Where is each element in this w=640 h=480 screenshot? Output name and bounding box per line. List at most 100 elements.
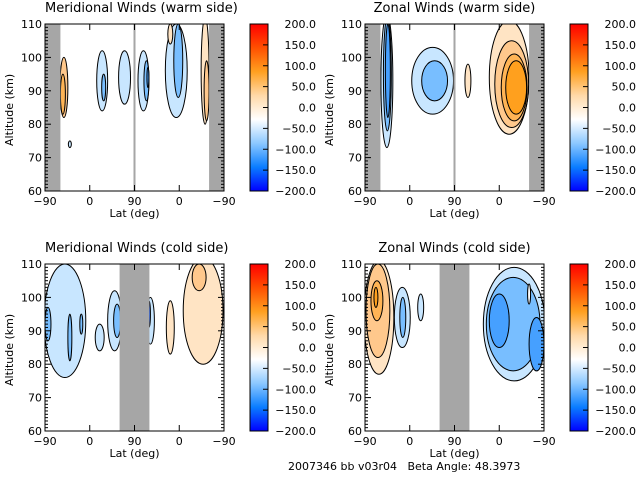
contour-region bbox=[67, 313, 73, 362]
y-tick-label: 100 bbox=[21, 51, 42, 64]
colorbar-tick-label: −50.0 bbox=[282, 362, 316, 375]
x-tick-label: 90 bbox=[448, 435, 462, 448]
colorbar-tick-label: 50.0 bbox=[612, 321, 637, 334]
x-tick-label: −90 bbox=[353, 435, 376, 448]
contour-layer bbox=[45, 24, 224, 191]
colorbar-tick-label: 50.0 bbox=[292, 81, 317, 94]
masked-region bbox=[439, 264, 470, 431]
colorbar-tick-label: 50.0 bbox=[612, 81, 637, 94]
footer-info: 2007346 bb v03r04 Beta Angle: 48.3973 bbox=[288, 460, 521, 473]
colorbar-tick-label: −200.0 bbox=[595, 425, 636, 438]
colorbar-tick-label: −100.0 bbox=[595, 383, 636, 396]
contour-region bbox=[118, 50, 132, 105]
colorbar-tick-label: 200.0 bbox=[285, 18, 317, 31]
colorbar-tick-label: −150.0 bbox=[595, 164, 636, 177]
panel-title: Zonal Winds (cold side) bbox=[378, 241, 531, 256]
contour-panel: Meridional Winds (cold side) Altitude (km… bbox=[0, 240, 320, 480]
contour-region bbox=[488, 293, 510, 348]
y-tick-label: 100 bbox=[21, 291, 42, 304]
x-tick-label: 0 bbox=[176, 195, 183, 208]
x-tick-label: 90 bbox=[128, 195, 142, 208]
contour-region bbox=[373, 286, 379, 308]
plot-svg: 60 70 80 90 100 110 −90 0 90 0 −90 200.0 150.0 100.0 5… bbox=[341, 18, 637, 208]
contour-layer bbox=[365, 264, 544, 431]
contour-region bbox=[45, 264, 87, 379]
contour-region bbox=[113, 303, 122, 338]
contour-panel: Zonal Winds (warm side) Altitude (km) Lat … bbox=[320, 0, 640, 240]
panel-title: Zonal Winds (warm side) bbox=[373, 1, 536, 16]
contour-region bbox=[421, 60, 449, 102]
x-tick-label: 90 bbox=[448, 195, 462, 208]
x-tick-label: 0 bbox=[86, 195, 93, 208]
contour-layer bbox=[45, 264, 224, 431]
contour-region bbox=[417, 293, 425, 322]
y-tick-label: 70 bbox=[28, 392, 42, 405]
colorbar-tick-label: 100.0 bbox=[605, 60, 637, 73]
x-axis-label: Lat (deg) bbox=[429, 207, 480, 220]
x-tick-label: 0 bbox=[176, 435, 183, 448]
colorbar-tick-label: −150.0 bbox=[275, 164, 316, 177]
colorbar-tick-label: 200.0 bbox=[605, 258, 637, 271]
colorbar-tick-label: 100.0 bbox=[605, 300, 637, 313]
masked-region bbox=[209, 24, 224, 191]
contour-layer bbox=[365, 24, 544, 191]
plot-svg: 60 70 80 90 100 110 −90 0 90 0 −90 200.0 150.0 100.0 5… bbox=[21, 18, 317, 208]
contour-region bbox=[165, 300, 175, 355]
colorbar-tick-label: 200.0 bbox=[285, 258, 317, 271]
contour-region bbox=[203, 60, 210, 122]
y-tick-label: 70 bbox=[348, 152, 362, 165]
contour-region bbox=[167, 24, 174, 45]
y-tick-label: 60 bbox=[348, 185, 362, 198]
x-axis-label: Lat (deg) bbox=[109, 447, 160, 460]
y-tick-label: 70 bbox=[348, 392, 362, 405]
masked-region bbox=[45, 24, 61, 191]
contour-region bbox=[94, 323, 105, 352]
colorbar-tick-label: 0.0 bbox=[619, 342, 637, 355]
plot-svg: 60 70 80 90 100 110 −90 0 90 0 −90 200.0 150.0 100.0 5… bbox=[21, 258, 317, 448]
contour-region bbox=[59, 73, 66, 115]
colorbar-tick-label: −100.0 bbox=[595, 143, 636, 156]
colorbar-tick-label: −200.0 bbox=[275, 185, 316, 198]
y-tick-label: 70 bbox=[28, 152, 42, 165]
colorbar-tick-label: 0.0 bbox=[299, 342, 317, 355]
panel-title: Meridional Winds (cold side) bbox=[45, 241, 229, 256]
colorbar-tick-label: 100.0 bbox=[285, 60, 317, 73]
contour-region bbox=[101, 73, 107, 102]
x-axis-label: Lat (deg) bbox=[109, 207, 160, 220]
x-tick-label: 0 bbox=[496, 195, 503, 208]
colorbar-tick-label: −50.0 bbox=[602, 122, 636, 135]
colorbar-tick-label: −150.0 bbox=[275, 404, 316, 417]
y-tick-label: 110 bbox=[21, 18, 42, 31]
y-tick-label: 60 bbox=[28, 185, 42, 198]
colorbar-tick-label: −100.0 bbox=[275, 143, 316, 156]
contour-panel: Zonal Winds (cold side) Altitude (km) Lat … bbox=[320, 240, 640, 480]
contour-region bbox=[191, 264, 207, 292]
masked-region bbox=[365, 24, 381, 191]
y-tick-label: 60 bbox=[28, 425, 42, 438]
panel-title: Meridional Winds (warm side) bbox=[45, 1, 238, 16]
contour-region bbox=[527, 283, 532, 305]
colorbar-tick-label: −150.0 bbox=[595, 404, 636, 417]
contour-region bbox=[173, 24, 184, 98]
colorbar-tick-label: −50.0 bbox=[602, 362, 636, 375]
x-tick-label: 90 bbox=[128, 435, 142, 448]
colorbar-tick-label: 150.0 bbox=[285, 39, 317, 52]
x-tick-label: 0 bbox=[496, 435, 503, 448]
contour-panel: Meridional Winds (warm side) Altitude (km… bbox=[0, 0, 320, 240]
y-tick-label: 80 bbox=[348, 118, 362, 131]
colorbar-tick-label: 150.0 bbox=[605, 39, 637, 52]
y-tick-label: 80 bbox=[28, 118, 42, 131]
x-tick-label: −90 bbox=[212, 435, 235, 448]
y-tick-label: 110 bbox=[341, 18, 362, 31]
y-tick-label: 60 bbox=[348, 425, 362, 438]
colorbar-tick-label: 150.0 bbox=[605, 279, 637, 292]
x-tick-label: −90 bbox=[33, 195, 56, 208]
x-tick-label: −90 bbox=[212, 195, 235, 208]
contour-region bbox=[146, 66, 150, 88]
y-tick-label: 90 bbox=[348, 325, 362, 338]
x-tick-label: −90 bbox=[532, 435, 555, 448]
colorbar-tick-label: 100.0 bbox=[285, 300, 317, 313]
y-tick-label: 90 bbox=[28, 85, 42, 98]
colorbar-tick-label: −100.0 bbox=[275, 383, 316, 396]
contour-region bbox=[79, 313, 84, 335]
